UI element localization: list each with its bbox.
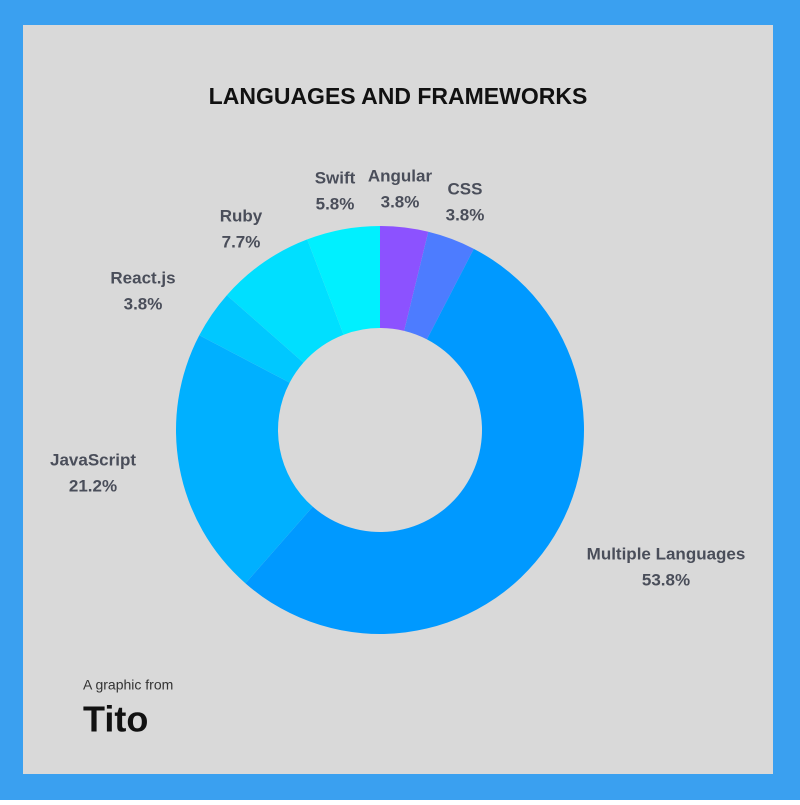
slice-value-label: 5.8% (316, 194, 355, 213)
slice-label: Ruby (220, 206, 263, 225)
donut-slice (404, 231, 474, 340)
donut-slice (245, 248, 584, 634)
donut-slice (176, 335, 313, 584)
slice-value-label: 3.8% (124, 294, 163, 313)
slice-label: Multiple Languages (587, 544, 746, 563)
donut-slice (307, 226, 380, 335)
slice-value-label: 3.8% (446, 205, 485, 224)
chart-title: LANGUAGES AND FRAMEWORKS (209, 83, 588, 109)
donut-slice (199, 295, 304, 383)
donut-slice (226, 239, 344, 363)
slice-label: CSS (448, 179, 483, 198)
slice-label: Swift (315, 168, 356, 187)
panel (23, 25, 773, 774)
slice-value-label: 53.8% (642, 570, 690, 589)
source-text: A graphic from (83, 677, 173, 693)
slice-label: React.js (110, 268, 175, 287)
slice-value-label: 3.8% (381, 192, 420, 211)
slice-value-label: 7.7% (222, 232, 261, 251)
slice-label: JavaScript (50, 450, 136, 469)
donut-slice (380, 226, 429, 331)
logo: Tito (83, 699, 148, 740)
slice-label: Angular (368, 166, 433, 185)
slice-value-label: 21.2% (69, 476, 117, 495)
